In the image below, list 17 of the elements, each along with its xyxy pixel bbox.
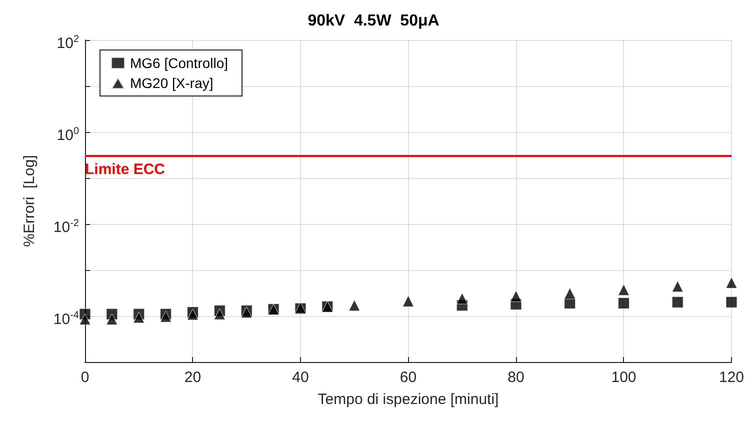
y-tick-label: 10$^{-4}$ — [53, 309, 79, 330]
x-tick-label: 20 — [184, 369, 202, 386]
legend-label: MG20 [X-ray] — [130, 75, 214, 91]
x-tick-label: 40 — [292, 369, 309, 386]
x-tick-label: 80 — [508, 369, 524, 386]
legend-label: MG6 [Controllo] — [130, 55, 228, 71]
x-tick-label: 0 — [80, 369, 90, 386]
x-tick-label: 120 — [718, 369, 744, 386]
x-axis-title: Tempo di ispezione [minuti] — [318, 391, 499, 408]
y-tick-label: 10$^{0}$ — [56, 125, 79, 146]
x-tick-label: 60 — [400, 369, 417, 386]
y-tick-label: 10$^{2}$ — [56, 33, 79, 54]
ref-line-label: Limite ECC — [85, 161, 166, 178]
y-axis-title: %Errori [Log] — [21, 155, 38, 247]
y-tick-label: 10$^{-2}$ — [53, 217, 79, 238]
x-tick-label: 100 — [611, 369, 636, 386]
chart-title: 90kV 4.5W 50μA — [308, 12, 440, 30]
